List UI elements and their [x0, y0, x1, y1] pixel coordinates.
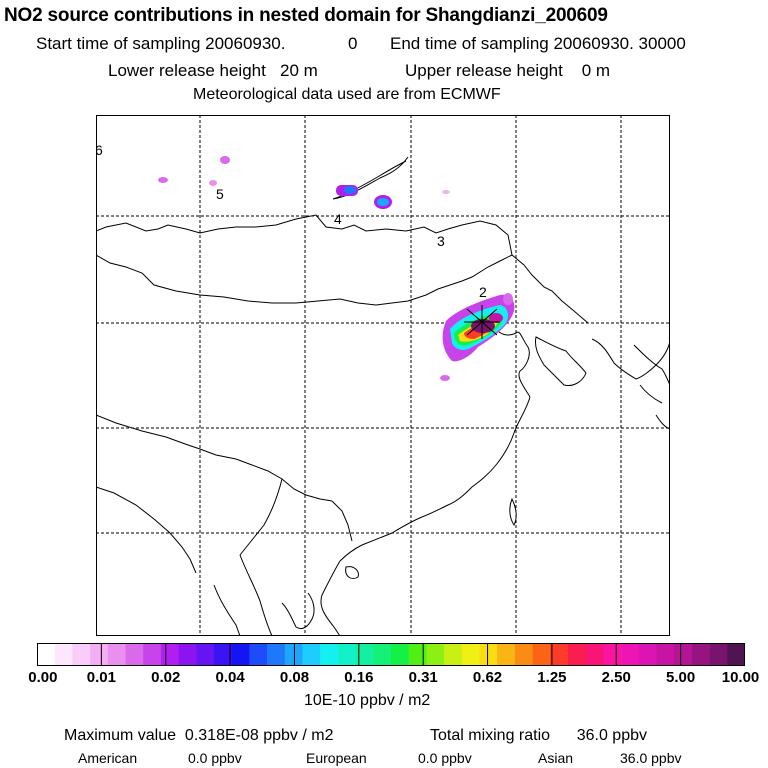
colorbar-cell: [178, 643, 197, 666]
colorbar-cell: [160, 643, 179, 666]
region-american-label: American: [78, 750, 138, 766]
colorbar-cell: [107, 643, 126, 666]
colorbar-cell: [709, 643, 728, 666]
colorbar-cell: [603, 643, 622, 666]
colorbar-tick-label: 0.16: [344, 669, 374, 686]
day-label-5: 5: [216, 186, 224, 202]
met-data-source: Meteorological data used are from ECMWF: [193, 86, 501, 103]
colorbar-cell: [320, 643, 339, 666]
map-title: NO2 source contributions in nested domai…: [4, 5, 608, 26]
colorbar-cell: [550, 643, 569, 666]
colorbar-cell: [267, 643, 286, 666]
colorbar-cell: [373, 643, 392, 666]
colorbar-tick-label: 0.00: [28, 669, 58, 686]
colorbar-cell: [497, 643, 516, 666]
region-asian-label: Asian: [538, 750, 574, 766]
colorbar-cell: [72, 643, 91, 666]
region-european-value: 0.0 ppbv: [418, 750, 472, 766]
start-hour: 0: [348, 34, 358, 53]
colorbar-cell: [656, 643, 675, 666]
colorbar-tick-label: 0.31: [408, 669, 438, 686]
colorbar-cell: [621, 643, 640, 666]
plume-layer: [158, 156, 515, 381]
colorbar-cell: [444, 643, 463, 666]
colorbar-cell: [426, 643, 445, 666]
colorbar-tick-label: 1.25: [537, 669, 567, 686]
colorbar: [37, 643, 745, 666]
graticule: [96, 115, 670, 636]
colorbar-tick-label: 2.50: [601, 669, 631, 686]
colorbar-cell: [585, 643, 604, 666]
colorbar-cell: [461, 643, 480, 666]
start-time: Start time of sampling 20060930.: [36, 34, 286, 53]
day-label-2: 2: [479, 284, 487, 300]
region-european-label: European: [306, 750, 367, 766]
colorbar-cell: [355, 643, 374, 666]
coastlines: [96, 156, 670, 636]
colorbar-cell: [90, 643, 109, 666]
day-label-6: 6: [96, 142, 103, 158]
colorbar-cell: [214, 643, 232, 666]
region-asian-value: 36.0 ppbv: [620, 750, 682, 766]
colorbar-tick-label: 0.62: [472, 669, 503, 686]
receptor-star-icon: [464, 305, 500, 339]
map-panel: 2 3 4 5 6: [96, 115, 670, 636]
colorbar-tick-label: 0.02: [151, 669, 181, 686]
colorbar-cell: [568, 643, 586, 666]
colorbar-cell: [143, 643, 162, 666]
colorbar-cell: [231, 643, 250, 666]
colorbar-cell: [249, 643, 268, 666]
colorbar-cell: [125, 643, 144, 666]
colorbar-cell: [479, 643, 498, 666]
colorbar-units: 10E-10 ppbv / m2: [304, 692, 431, 709]
region-american-value: 0.0 ppbv: [188, 750, 242, 766]
total-mixing-ratio: Total mixing ratio 36.0 ppbv: [430, 727, 647, 744]
colorbar-cell: [196, 643, 215, 666]
colorbar-tick-label: 5.00: [666, 669, 696, 686]
colorbar-tick-label: 10.00: [721, 669, 760, 686]
colorbar-cell: [408, 643, 427, 666]
upper-release-height: Upper release height 0 m: [405, 61, 611, 80]
colorbar-tick-label: 0.04: [215, 669, 245, 686]
colorbar-tick-label: 0.01: [86, 669, 116, 686]
colorbar-cell: [54, 643, 73, 666]
colorbar-cell: [638, 643, 657, 666]
colorbar-cell: [302, 643, 321, 666]
colorbar-cell: [37, 643, 55, 666]
end-time: End time of sampling 20060930. 30000: [390, 34, 686, 53]
lower-release-height: Lower release height 20 m: [108, 61, 318, 80]
colorbar-cell: [674, 643, 693, 666]
colorbar-cell: [391, 643, 409, 666]
colorbar-cell: [691, 643, 710, 666]
colorbar-tick-label: 0.08: [279, 669, 310, 686]
day-label-3: 3: [437, 233, 445, 249]
colorbar-cell: [727, 643, 745, 666]
day-label-4: 4: [334, 211, 342, 227]
colorbar-cell: [284, 643, 303, 666]
colorbar-cell: [337, 643, 356, 666]
map-frame: [96, 115, 670, 636]
colorbar-cell: [514, 643, 533, 666]
maximum-value: Maximum value 0.318E-08 ppbv / m2: [64, 727, 334, 744]
colorbar-cell: [532, 643, 551, 666]
